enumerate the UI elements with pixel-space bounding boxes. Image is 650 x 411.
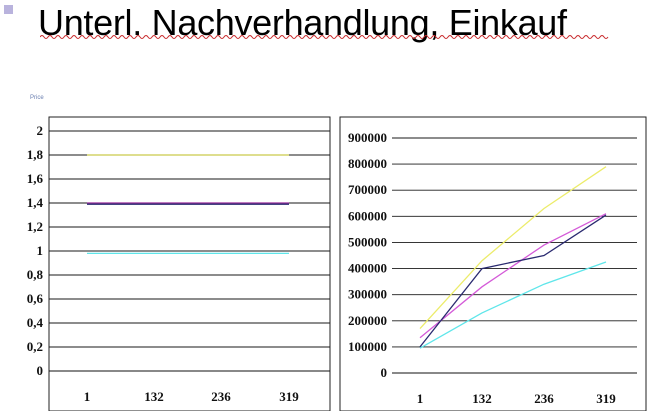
- slide-title: Unterl. Nachverhandlung, Einkauf: [38, 2, 567, 43]
- chart-1-y-tick-label: 0: [381, 365, 388, 380]
- chart-1-series-line-0: [419, 166, 607, 330]
- chart-small-label: Price: [30, 95, 44, 101]
- chart-0-frame: [48, 116, 331, 411]
- chart-0-y-tick-label: 1,2: [27, 219, 43, 234]
- chart-0-y-tick-label: 1: [37, 243, 44, 258]
- chart-1-y-tick-label: 500000: [348, 234, 387, 249]
- chart-1-series-line-3: [419, 261, 607, 349]
- spellcheck-underline: [40, 35, 609, 39]
- chart-1-x-tick-label: 236: [534, 391, 554, 406]
- chart-0-x-tick-label: 319: [279, 389, 299, 404]
- chart-1-y-tick-label: 300000: [348, 287, 387, 302]
- chart-0-y-tick-label: 1,8: [27, 147, 44, 162]
- chart-0-x-tick-label: 236: [211, 389, 231, 404]
- chart-0-y-tick-label: 0,4: [27, 315, 44, 330]
- chart-1-x-tick-label: 132: [472, 391, 492, 406]
- chart-0-y-tick-label: 2: [37, 123, 44, 138]
- chart-1-x-tick-label: 319: [596, 391, 616, 406]
- chart-1-y-tick-label: 800000: [348, 156, 387, 171]
- accent-square: [4, 5, 13, 14]
- chart-1-y-tick-label: 400000: [348, 261, 387, 276]
- chart-1-y-tick-label: 700000: [348, 182, 387, 197]
- chart-0-y-tick-label: 0,2: [27, 339, 43, 354]
- chart-0-x-tick-label: 1: [84, 389, 91, 404]
- chart-1-y-tick-label: 200000: [348, 313, 387, 328]
- chart-0-y-tick-label: 0,8: [27, 267, 44, 282]
- chart-0-y-tick-label: 1,6: [27, 171, 44, 186]
- chart-1-y-tick-label: 100000: [348, 339, 387, 354]
- chart-1-frame: [339, 116, 647, 411]
- chart-1-y-tick-label: 900000: [348, 130, 387, 145]
- chart-1-series-line-2: [419, 214, 607, 348]
- chart-0-y-tick-label: 0: [37, 363, 44, 378]
- chart-0-y-tick-label: 0,6: [27, 291, 44, 306]
- chart-1-series-line-1: [419, 213, 607, 339]
- chart-0-x-tick-label: 132: [144, 389, 164, 404]
- chart-1-x-tick-label: 1: [417, 391, 424, 406]
- chart-1-y-tick-label: 600000: [348, 208, 387, 223]
- chart-0-y-tick-label: 1,4: [27, 195, 44, 210]
